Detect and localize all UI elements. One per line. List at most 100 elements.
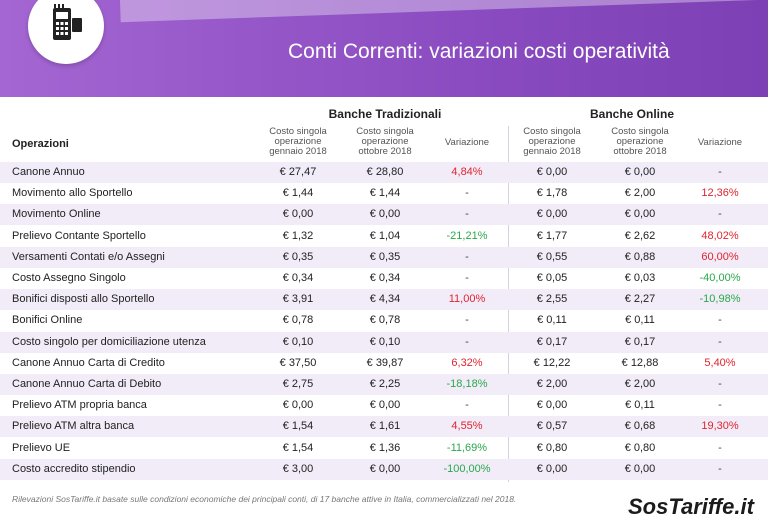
operation-name: Prelievo ATM propria banca: [12, 399, 147, 412]
cost: € 1,44: [369, 187, 401, 200]
table-row: Canone Annuo € 27,47 € 28,80 4,84% € 0,00 € 0…: [0, 162, 768, 183]
variation: -: [718, 441, 722, 454]
cost: € 2,00: [624, 187, 656, 200]
cost: € 0,11: [625, 314, 655, 327]
cost: € 0,34: [369, 272, 401, 284]
cost: € 0,88: [624, 250, 656, 263]
icon-circle: [28, 0, 104, 64]
operation-name: Bonifici disposti allo Sportello: [12, 293, 155, 306]
cost: € 0,00: [369, 462, 401, 475]
cost: € 28,80: [366, 166, 404, 178]
cost: € 39,87: [366, 356, 404, 369]
cost: € 1,54: [282, 420, 314, 433]
header-band: Conti Correnti: variazioni costi operati…: [0, 0, 768, 97]
table-row: Costo singolo per domiciliazione utenza €…: [0, 331, 768, 353]
variation: 5,40%: [704, 356, 736, 369]
cost: € 2,62: [624, 229, 656, 242]
table-row: Prelievo UE € 1,54 € 1,36 -11,69% € 0,80 € 0,…: [0, 438, 768, 459]
operation-name: Costo Assegno Singolo: [12, 272, 126, 284]
table-row: Prelievo ATM altra banca € 1,54 € 1,61 4,55…: [0, 416, 768, 438]
subheader: Costo singola operazione gennaio 2018: [269, 126, 327, 157]
cost: € 0,10: [369, 335, 401, 348]
cost: € 0,55: [536, 250, 568, 263]
cost: € 0,00: [624, 462, 656, 475]
cost: € 0,05: [536, 272, 568, 284]
cost: € 1,78: [536, 187, 568, 200]
cost: € 2,00: [624, 378, 656, 390]
cost: € 0,10: [282, 335, 314, 348]
operation-name: Canone Annuo: [12, 166, 85, 178]
group-header: Banche Online: [589, 107, 675, 121]
cost: € 0,00: [624, 208, 656, 221]
table-row: Prelievo ATM propria banca € 0,00 € 0,00 - €…: [0, 395, 768, 416]
cost: € 0,57: [536, 420, 568, 433]
operation-name: Costo singolo per domiciliazione utenza: [12, 335, 206, 348]
variation: -: [718, 208, 722, 221]
operation-name: Versamenti Contati e/o Assegni: [12, 250, 165, 263]
variation: -: [465, 272, 469, 284]
variation: -100,00%: [443, 462, 491, 475]
variation: 4,84%: [451, 166, 483, 178]
variation: -: [718, 378, 722, 390]
cost: € 12,88: [621, 356, 659, 369]
variation: 4,55%: [451, 420, 483, 433]
cost: € 2,00: [536, 378, 568, 390]
cost: € 0,00: [536, 208, 568, 221]
cost: € 0,80: [536, 441, 568, 454]
variation: -11,69%: [446, 441, 488, 454]
cost: € 2,55: [536, 293, 568, 306]
cost: € 0,00: [624, 166, 656, 178]
cost: € 0,68: [624, 420, 656, 433]
variation: -: [465, 187, 469, 200]
cost: € 1,32: [282, 229, 314, 242]
cost: € 2,25: [369, 378, 401, 390]
table-row: Costo Assegno Singolo € 0,34 € 0,34 - € 0,05…: [0, 268, 768, 289]
cost: € 1,04: [369, 229, 401, 242]
subheader: Variazione: [697, 137, 743, 148]
cost: € 1,77: [536, 229, 568, 242]
variation: -: [465, 250, 469, 263]
table-row: Costo accredito stipendio € 3,00 € 0,00 -10…: [0, 458, 768, 480]
variation: -: [465, 208, 469, 221]
cost: € 0,34: [282, 272, 314, 284]
title: Conti Correnti: variazioni costi operati…: [288, 40, 670, 63]
cost: € 0,00: [369, 208, 401, 221]
cost: € 1,61: [369, 420, 401, 433]
variation: -10,98%: [699, 293, 741, 306]
cost: € 0,35: [369, 250, 401, 263]
cost: € 3,91: [282, 293, 314, 306]
variation: -: [465, 335, 469, 348]
variation: 6,32%: [451, 356, 483, 369]
variation: -: [718, 314, 722, 327]
operation-name: Movimento allo Sportello: [12, 187, 133, 200]
table-row: Canone Annuo Carta di Credito € 37,50 € 39…: [0, 353, 768, 374]
pos-icon: [53, 4, 82, 40]
cost: € 0,17: [536, 335, 568, 348]
cost: € 0,03: [624, 272, 656, 284]
cost: € 1,54: [282, 441, 314, 454]
variation: 11,00%: [448, 293, 486, 306]
cost: € 1,36: [369, 441, 401, 454]
operation-name: Canone Annuo Carta di Credito: [12, 356, 165, 369]
operation-name: Canone Annuo Carta di Debito: [12, 378, 162, 390]
cost: € 0,17: [624, 335, 656, 348]
cost: € 0,00: [536, 166, 568, 178]
cost: € 1,44: [282, 187, 314, 200]
cost: € 0,11: [537, 314, 567, 327]
operation-name: Bonifici Online: [12, 314, 83, 327]
table-row: Canone Annuo Carta di Debito € 2,75 € 2,25…: [0, 374, 768, 395]
table-row: Movimento Online € 0,00 € 0,00 - € 0,00 € 0,0…: [0, 204, 768, 226]
logo: SosTariffe.it: [628, 494, 754, 519]
cost: € 4,34: [369, 293, 401, 306]
footnote: Rilevazioni SosTariffe.it basate sulle c…: [12, 494, 517, 504]
variation: 19,30%: [701, 420, 739, 433]
group-header: Banche Tradizionali: [328, 107, 442, 121]
column-header: Operazioni: [12, 138, 69, 150]
cost: € 0,35: [282, 250, 314, 263]
table-row: Movimento allo Sportello € 1,44 € 1,44 - € 1…: [0, 183, 768, 204]
variation: -21,21%: [446, 229, 488, 242]
operation-name: Movimento Online: [12, 208, 101, 221]
subheader: Costo singola operazione ottobre 2018: [611, 126, 669, 157]
table-row: Bonifici disposti allo Sportello € 3,91 € …: [0, 289, 768, 311]
cost: € 0,11: [625, 399, 655, 412]
